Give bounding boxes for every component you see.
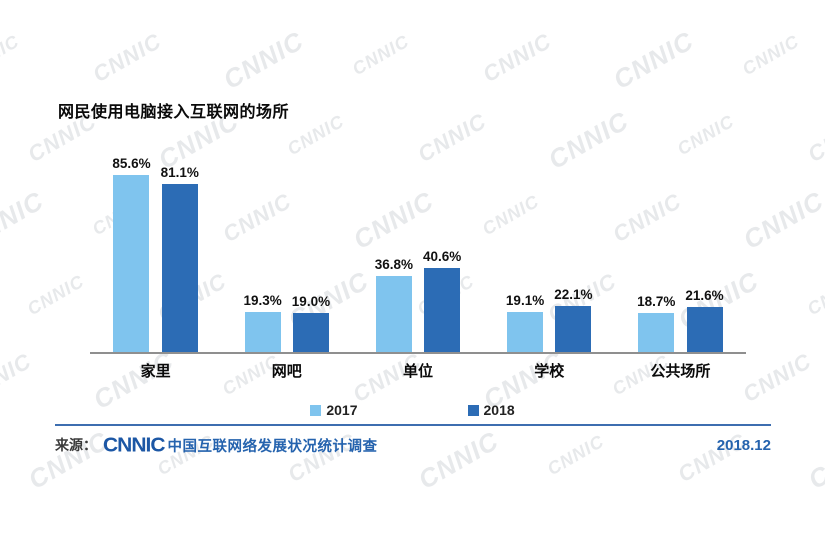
bar-2017 bbox=[375, 276, 412, 352]
bar-2018 bbox=[686, 307, 723, 352]
bar-2018 bbox=[292, 313, 329, 352]
legend-item-2018: 2018 bbox=[467, 402, 515, 418]
legend-item-2017: 2017 bbox=[310, 402, 358, 418]
bar-column: 18.7% bbox=[637, 294, 675, 352]
bar-2017 bbox=[507, 312, 544, 352]
bar-column: 22.1% bbox=[554, 287, 592, 352]
bar-value-label: 22.1% bbox=[554, 287, 593, 302]
category-label: 网吧 bbox=[271, 363, 302, 380]
source-text: 中国互联网络发展状况统计调查 bbox=[167, 438, 378, 455]
bar-column: 19.1% bbox=[506, 293, 544, 352]
legend-swatch-icon bbox=[467, 404, 479, 416]
bar-column: 40.6% bbox=[423, 249, 461, 352]
legend-swatch-icon bbox=[310, 404, 322, 416]
footer-divider-line bbox=[55, 424, 771, 426]
bar-column: 85.6% bbox=[112, 156, 151, 352]
category-label: 公共场所 bbox=[650, 363, 711, 380]
category-label: 学校 bbox=[534, 363, 565, 380]
bar-value-label: 21.6% bbox=[685, 288, 724, 303]
bar-value-label: 19.0% bbox=[291, 294, 331, 309]
legend-label: 2017 bbox=[326, 402, 358, 418]
bar-column: 81.1% bbox=[161, 165, 199, 352]
bar-column: 36.8% bbox=[375, 257, 413, 352]
bar-value-label: 19.1% bbox=[505, 293, 545, 308]
bar-group: 19.3% 19.0% bbox=[221, 145, 352, 352]
bar-group: 36.8% 40.6% bbox=[352, 145, 483, 352]
chart-title: 网民使用电脑接入互联网的场所 bbox=[58, 104, 290, 121]
bar-value-label: 40.6% bbox=[423, 249, 462, 264]
legend-label: 2018 bbox=[483, 402, 515, 418]
bar-value-label: 36.8% bbox=[374, 257, 413, 272]
bar-value-label: 85.6% bbox=[112, 156, 151, 171]
source-label: 来源： bbox=[55, 437, 97, 453]
bar-plot-area: 85.6% 81.1% 19.3% 19.0% 36.8% 40.6% 19.1% 22.1%… bbox=[90, 145, 746, 354]
bar-column: 21.6% bbox=[685, 288, 724, 352]
bar-column: 19.3% bbox=[244, 293, 282, 352]
bar-2018 bbox=[555, 306, 592, 352]
category-label: 单位 bbox=[403, 363, 434, 380]
category-label: 家里 bbox=[140, 363, 171, 380]
chart-legend: 2017 2018 bbox=[0, 402, 825, 418]
bar-value-label: 81.1% bbox=[160, 165, 199, 180]
bar-group: 18.7% 21.6% bbox=[615, 145, 746, 352]
footer: 来源： CNNIC 中国互联网络发展状况统计调查 2018.12 bbox=[55, 431, 771, 459]
bar-column: 19.0% bbox=[292, 294, 330, 352]
bar-value-label: 19.3% bbox=[243, 293, 282, 308]
cnnic-logo: CNNIC bbox=[103, 434, 165, 456]
x-axis-category-labels: 家里 网吧 单位 学校 公共场所 bbox=[90, 360, 746, 381]
bar-value-label: 18.7% bbox=[637, 294, 676, 309]
bar-group: 85.6% 81.1% bbox=[90, 145, 221, 352]
bar-2018 bbox=[424, 268, 461, 352]
bar-2017 bbox=[113, 175, 150, 352]
bar-2017 bbox=[638, 313, 675, 352]
footer-date: 2018.12 bbox=[716, 436, 771, 454]
bar-group: 19.1% 22.1% bbox=[484, 145, 615, 352]
bar-2017 bbox=[244, 312, 281, 352]
bar-2018 bbox=[161, 184, 198, 352]
